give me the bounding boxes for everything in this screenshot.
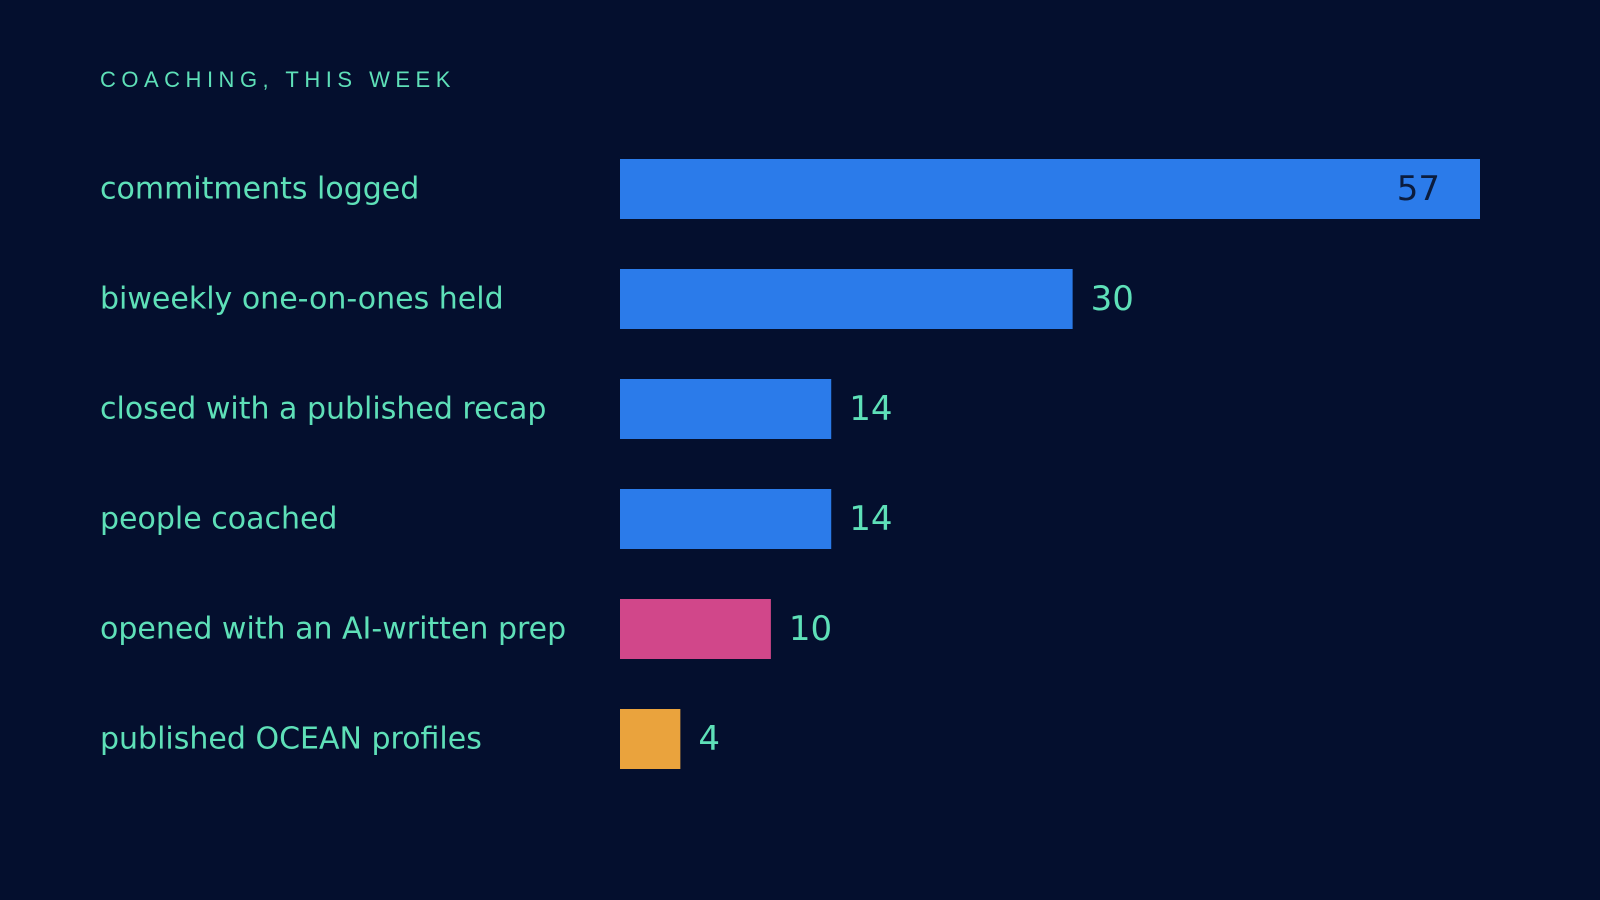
- bar-closed-with-a-published-recap: [620, 379, 832, 439]
- value-label-opened-with-an-ai-written-prep: 10: [789, 609, 832, 649]
- category-label-published-ocean-profiles: published OCEAN profiles: [100, 722, 482, 757]
- category-label-commitments-logged: commitments logged: [100, 172, 419, 207]
- value-label-closed-with-a-published-recap: 14: [849, 389, 892, 429]
- category-label-biweekly-one-on-ones-held: biweekly one-on-ones held: [100, 282, 504, 317]
- value-label-biweekly-one-on-ones-held: 30: [1091, 279, 1134, 319]
- value-label-commitments-logged: 57: [1397, 169, 1440, 209]
- value-label-published-ocean-profiles: 4: [698, 719, 720, 759]
- category-label-closed-with-a-published-recap: closed with a published recap: [100, 392, 546, 427]
- category-label-opened-with-an-ai-written-prep: opened with an AI-written prep: [100, 612, 566, 647]
- bar-biweekly-one-on-ones-held: [620, 269, 1073, 329]
- chart-title: COACHING, THIS WEEK: [100, 67, 456, 92]
- category-label-people-coached: people coached: [100, 502, 337, 537]
- bar-commitments-logged: [620, 159, 1480, 219]
- bar-published-ocean-profiles: [620, 709, 681, 769]
- bar-people-coached: [620, 489, 832, 549]
- bar-opened-with-an-ai-written-prep: [620, 599, 771, 659]
- value-label-people-coached: 14: [849, 499, 892, 539]
